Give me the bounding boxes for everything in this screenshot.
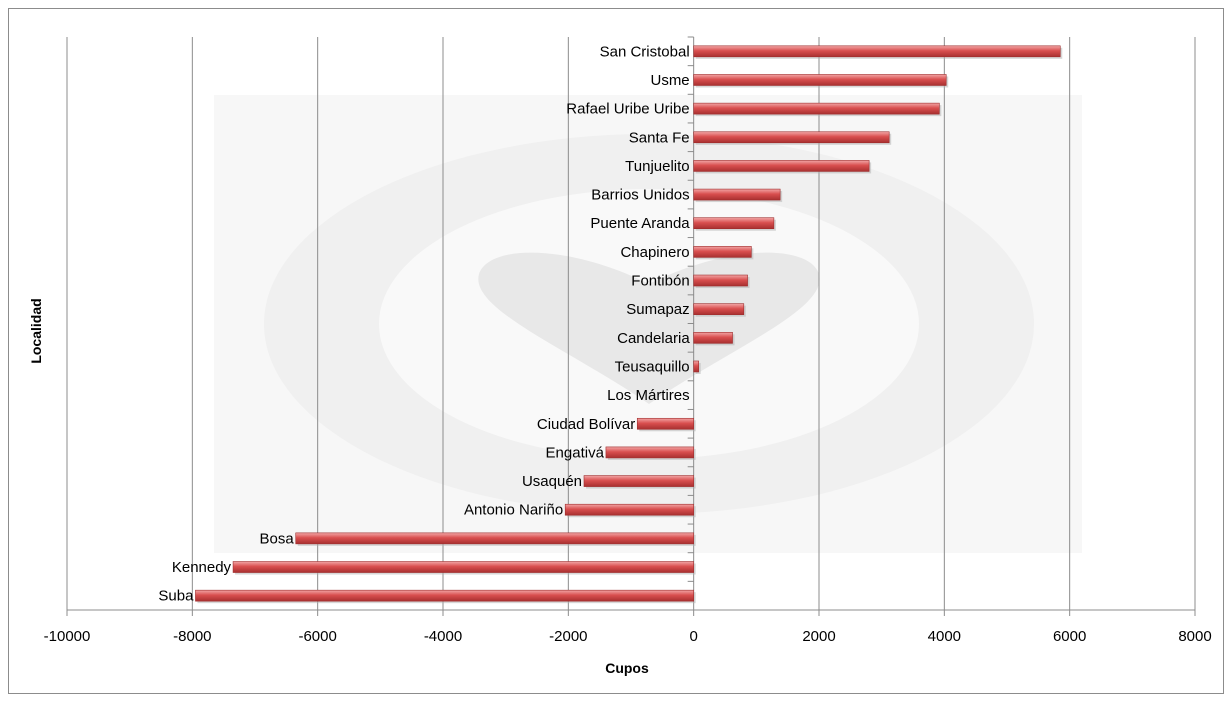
category-label: Los Mártires — [607, 387, 690, 404]
category-label: Suba — [158, 588, 194, 605]
bar — [693, 274, 748, 287]
x-tick-label: -10000 — [44, 628, 91, 645]
bar — [693, 303, 745, 315]
category-label: Bosa — [260, 530, 295, 547]
x-tick-label: -6000 — [298, 628, 336, 645]
category-label: Usme — [650, 72, 689, 89]
background-watermark — [214, 95, 1082, 553]
category-label: Fontibón — [631, 273, 689, 290]
category-label: Barrios Unidos — [591, 187, 689, 204]
bar — [232, 561, 694, 573]
category-label: Usaquén — [522, 473, 582, 490]
bar — [693, 160, 870, 172]
category-label: Sumapaz — [626, 301, 689, 318]
bar — [564, 503, 694, 516]
category-label: Engativá — [546, 444, 605, 461]
category-label: San Cristobal — [600, 43, 690, 60]
category-label: Rafael Uribe Uribe — [566, 101, 689, 118]
x-tick-label: -2000 — [549, 628, 587, 645]
axes: -10000 -8000 -6000 -4000 -2000 0 2000 4000 6000 8… — [44, 36, 1212, 645]
x-tick-label: 2000 — [802, 628, 835, 645]
x-tick-label: 4000 — [928, 628, 961, 645]
category-label: Candelaria — [617, 330, 690, 347]
bar — [693, 217, 775, 230]
category-label: Santa Fe — [629, 129, 690, 146]
category-label: Kennedy — [172, 559, 232, 576]
bar-chart: -10000 -8000 -6000 -4000 -2000 0 2000 4000 6000 8… — [28, 36, 1212, 676]
x-tick-label: 8000 — [1178, 628, 1211, 645]
bars — [195, 45, 1063, 604]
bar — [693, 188, 781, 201]
category-label: Tunjuelito — [625, 158, 689, 175]
category-label: Puente Aranda — [590, 215, 690, 232]
bar — [636, 417, 694, 430]
bar — [693, 74, 947, 86]
bar — [295, 532, 694, 545]
x-tick-label: -8000 — [173, 628, 211, 645]
x-tick-label: 0 — [689, 628, 697, 645]
bar — [693, 102, 940, 115]
category-label: Chapinero — [620, 244, 689, 261]
y-axis-title: Localidad — [28, 298, 44, 363]
bar — [693, 246, 752, 258]
bar — [605, 446, 694, 459]
x-tick-label: -4000 — [424, 628, 462, 645]
category-label: Antonio Nariño — [464, 502, 563, 519]
bar — [693, 45, 1061, 58]
bar — [195, 589, 694, 602]
category-labels: San Cristobal Usme Rafael Uribe Uribe Santa… — [158, 43, 690, 604]
category-label: Ciudad Bolívar — [537, 416, 635, 433]
x-tick-label: 6000 — [1053, 628, 1086, 645]
chart-frame: -10000 -8000 -6000 -4000 -2000 0 2000 4000 6000 8… — [8, 8, 1224, 694]
bar — [693, 131, 890, 144]
bar — [693, 360, 699, 373]
category-label: Teusaquillo — [615, 358, 690, 375]
x-axis-title: Cupos — [605, 660, 649, 676]
bar — [693, 332, 733, 344]
bar — [583, 475, 694, 487]
